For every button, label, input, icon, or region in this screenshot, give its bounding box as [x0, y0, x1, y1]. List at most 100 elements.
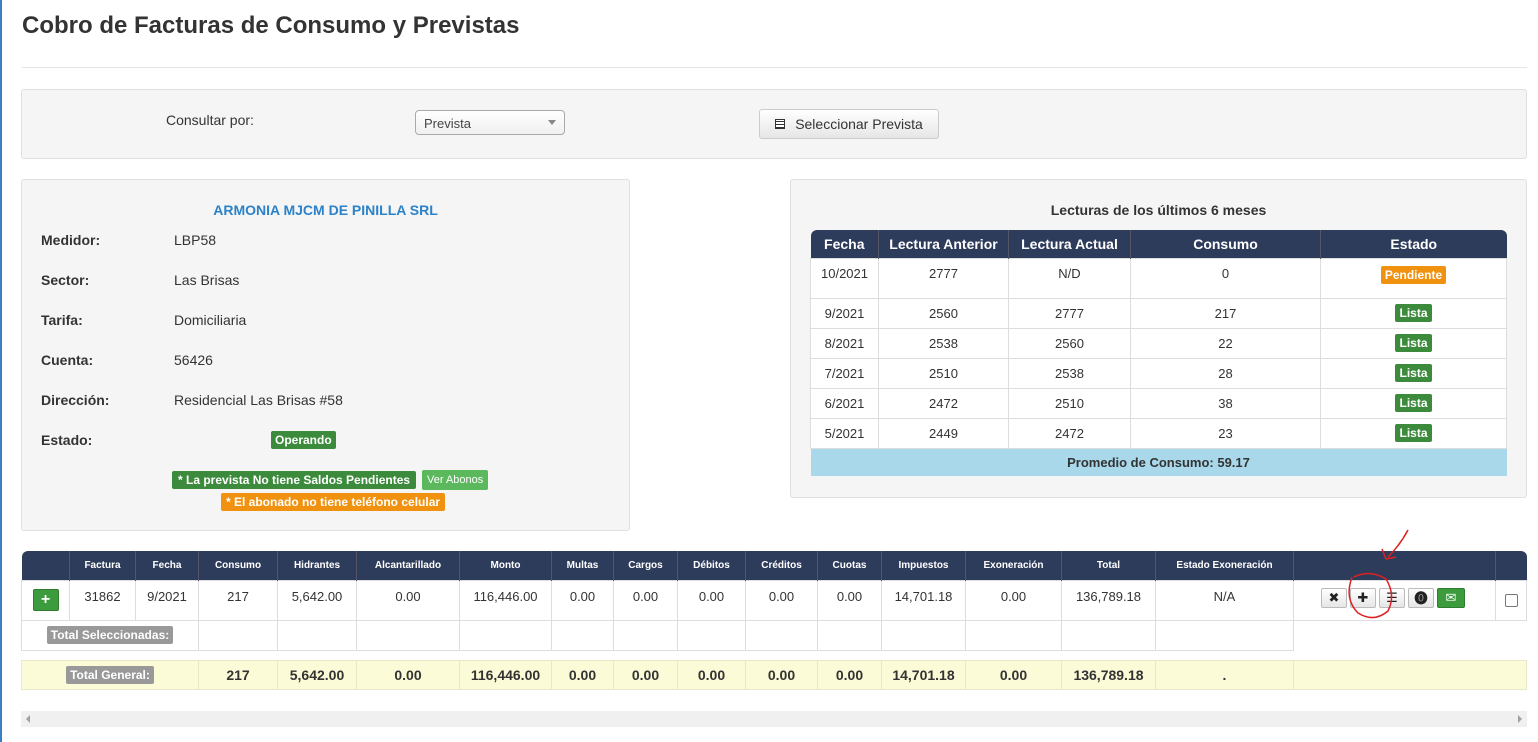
cuenta-label: Cuenta: [41, 352, 94, 368]
selected-total-cell [1155, 619, 1294, 651]
envelope-icon: ✉ [1445, 589, 1457, 605]
reading-consumo: 23 [1130, 417, 1321, 449]
consultar-select[interactable]: Prevista [415, 110, 565, 135]
total-multas: 0.00 [551, 659, 614, 690]
cell-debitos: 0.00 [677, 579, 746, 621]
col-impuestos: Impuestos [881, 551, 966, 580]
spacer-cell [1155, 650, 1527, 660]
col-cuotas: Cuotas [817, 551, 882, 580]
add-row-button[interactable]: + [32, 588, 59, 611]
reading-anterior: 2510 [878, 357, 1009, 389]
col-fecha: Fecha [135, 551, 199, 580]
horizontal-scrollbar[interactable] [21, 711, 1527, 727]
col-select [1495, 551, 1527, 580]
col-creditos: Créditos [745, 551, 818, 580]
scroll-left-icon[interactable] [26, 715, 30, 723]
status-badge: Pendiente [1380, 265, 1447, 284]
direccion-value: Residencial Las Brisas #58 [174, 392, 343, 408]
direccion-label: Dirección: [41, 392, 110, 408]
ver-abonos-button[interactable]: Ver Abonos [422, 470, 489, 490]
col-monto: Monto [459, 551, 552, 580]
email-button[interactable]: ✉ [1437, 587, 1465, 608]
total-monto: 116,446.00 [459, 659, 552, 690]
cell-monto: 116,446.00 [459, 579, 552, 621]
cell-hidrantes: 5,642.00 [277, 579, 357, 621]
reading-anterior: 2472 [878, 387, 1009, 419]
chevron-down-icon [548, 120, 556, 125]
total-impuestos: 14,701.18 [881, 659, 966, 690]
reading-row: 8/2021 2538 2560 22 Lista [810, 327, 1507, 359]
status-badge: Lista [1395, 304, 1432, 322]
cell-cuotas: 0.00 [817, 579, 882, 621]
reading-estado: Lista [1320, 327, 1507, 359]
col-multas: Multas [551, 551, 614, 580]
seleccionar-prevista-label: Seleccionar Prevista [795, 116, 923, 132]
sector-value: Las Brisas [174, 272, 240, 288]
cell-fecha: 9/2021 [135, 579, 199, 621]
plus-icon: ✚ [1357, 589, 1369, 605]
reading-fecha: 6/2021 [810, 387, 879, 419]
general-total-row: Total General: 217 5,642.00 0.00 116,446… [21, 659, 1527, 690]
general-total-label-cell: Total General: [21, 659, 199, 690]
selected-total-cell [745, 619, 818, 651]
row-checkbox[interactable] [1504, 593, 1518, 607]
reading-estado: Pendiente [1320, 257, 1507, 299]
reading-anterior: 2449 [878, 417, 1009, 449]
selected-total-cell [1061, 619, 1156, 651]
reading-fecha: 9/2021 [810, 297, 879, 329]
total-consumo: 217 [198, 659, 278, 690]
add-button[interactable]: ✚ [1350, 587, 1376, 608]
detail-button[interactable]: ☰ [1379, 587, 1405, 608]
reading-fecha: 8/2021 [810, 327, 879, 359]
reading-row: 9/2021 2560 2777 217 Lista [810, 297, 1507, 329]
col-lectura-anterior: Lectura Anterior [878, 230, 1009, 258]
consultar-select-value: Prevista [424, 116, 471, 131]
delete-button[interactable]: ✖ [1321, 587, 1347, 608]
scroll-right-icon[interactable] [1518, 715, 1522, 723]
cell-factura: 31862 [69, 579, 136, 621]
reading-actual: 2560 [1008, 327, 1131, 359]
cell-cargos: 0.00 [613, 579, 678, 621]
estado-label: Estado: [41, 432, 93, 448]
reading-consumo: 217 [1130, 297, 1321, 329]
total-blank [1293, 659, 1527, 690]
reading-fecha: 10/2021 [810, 257, 879, 299]
consultar-label: Consultar por: [166, 112, 254, 128]
reading-estado: Lista [1320, 387, 1507, 419]
col-alcantarillado: Alcantarillado [356, 551, 460, 580]
selected-total-cell [965, 619, 1062, 651]
tarifa-label: Tarifa: [41, 312, 83, 328]
reading-consumo: 28 [1130, 357, 1321, 389]
col-consumo: Consumo [1130, 230, 1321, 258]
total-exoneracion: 0.00 [965, 659, 1062, 690]
status-badge: Lista [1395, 394, 1432, 412]
selected-total-cell [551, 619, 614, 651]
reading-actual: N/D [1008, 257, 1131, 299]
reading-anterior: 2538 [878, 327, 1009, 359]
table-row: + 31862 9/2021 217 5,642.00 0.00 116,446… [21, 579, 1527, 621]
selected-total-blank [1293, 620, 1496, 650]
company-name: ARMONIA MJCM DE PINILLA SRL [213, 202, 438, 218]
info-button[interactable]: ⓿ [1408, 587, 1434, 608]
reading-estado: Lista [1320, 357, 1507, 389]
title-divider [22, 67, 1527, 68]
plus-icon: + [40, 590, 51, 608]
filter-panel: Consultar por: Prevista Seleccionar Prev… [21, 89, 1527, 159]
reading-row: 5/2021 2449 2472 23 Lista [810, 417, 1507, 449]
reading-row: 6/2021 2472 2510 38 Lista [810, 387, 1507, 419]
cell-consumo: 217 [198, 579, 278, 621]
selected-total-row: Total Seleccionadas: [21, 619, 1527, 651]
seleccionar-prevista-button[interactable]: Seleccionar Prevista [759, 109, 939, 139]
col-estado: Estado [1320, 230, 1507, 258]
total-cuotas: 0.00 [817, 659, 882, 690]
reading-row: 10/2021 2777 N/D 0 Pendiente [810, 257, 1507, 299]
readings-header-row: Fecha Lectura Anterior Lectura Actual Co… [810, 230, 1507, 258]
col-debitos: Débitos [677, 551, 746, 580]
medidor-value: LBP58 [174, 232, 217, 248]
col-hidrantes: Hidrantes [277, 551, 357, 580]
reading-actual: 2472 [1008, 417, 1131, 449]
col-lectura-actual: Lectura Actual [1008, 230, 1131, 258]
spacer-cell [21, 649, 1156, 660]
total-total: 136,789.18 [1061, 659, 1156, 690]
info-icon: ⓿ [1414, 591, 1428, 606]
